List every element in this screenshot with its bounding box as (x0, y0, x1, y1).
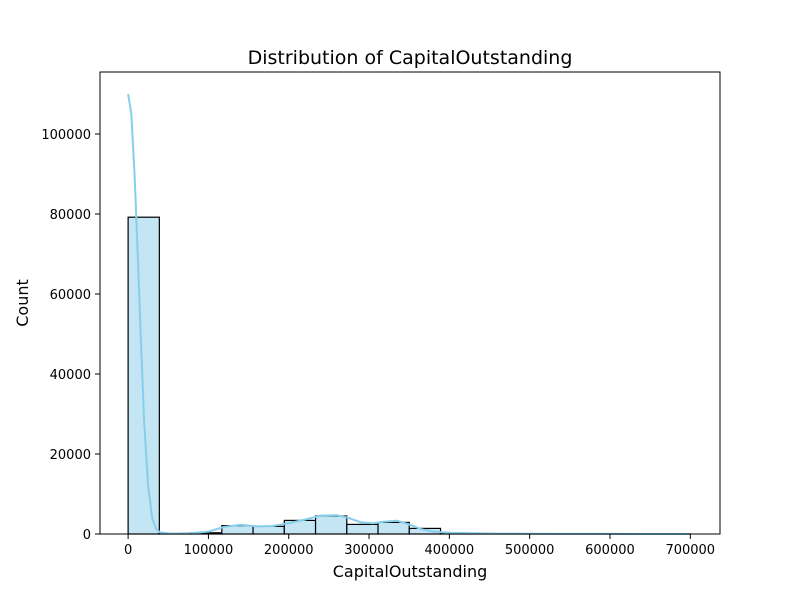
histogram-bar-7 (346, 523, 379, 535)
histogram-bar-8 (377, 521, 410, 535)
histogram-bar-0 (127, 216, 160, 535)
kde-curve-group (127, 93, 691, 535)
plot-area-frame (99, 71, 721, 535)
x-axis-label: CapitalOutstanding (333, 562, 488, 581)
histogram-bar-4 (252, 525, 285, 535)
x-tick-label: 400000 (425, 543, 475, 558)
x-axis-ticks: 0 100000 200000 300000 400000 500000 600000 700… (124, 534, 715, 558)
y-tick-label: 0 (83, 528, 91, 543)
y-tick-label: 80000 (50, 208, 91, 223)
y-tick-label: 40000 (50, 368, 91, 383)
kde-line (127, 93, 691, 535)
histogram-bar-6 (314, 515, 348, 535)
x-tick-label: 300000 (344, 543, 394, 558)
x-tick-label: 600000 (585, 543, 635, 558)
x-tick-label: 100000 (184, 543, 234, 558)
y-tick-label: 100000 (41, 128, 91, 143)
y-tick-label: 20000 (50, 448, 91, 463)
y-tick-label: 60000 (50, 288, 91, 303)
chart-title: Distribution of CapitalOutstanding (248, 47, 573, 69)
histogram-bars (127, 216, 692, 535)
x-tick-label: 700000 (665, 543, 715, 558)
x-tick-label: 200000 (264, 543, 314, 558)
y-axis-label: Count (13, 279, 32, 327)
x-tick-label: 0 (124, 543, 132, 558)
x-tick-label: 500000 (505, 543, 555, 558)
y-axis-ticks: 0 20000 40000 60000 80000 100000 (41, 128, 100, 543)
